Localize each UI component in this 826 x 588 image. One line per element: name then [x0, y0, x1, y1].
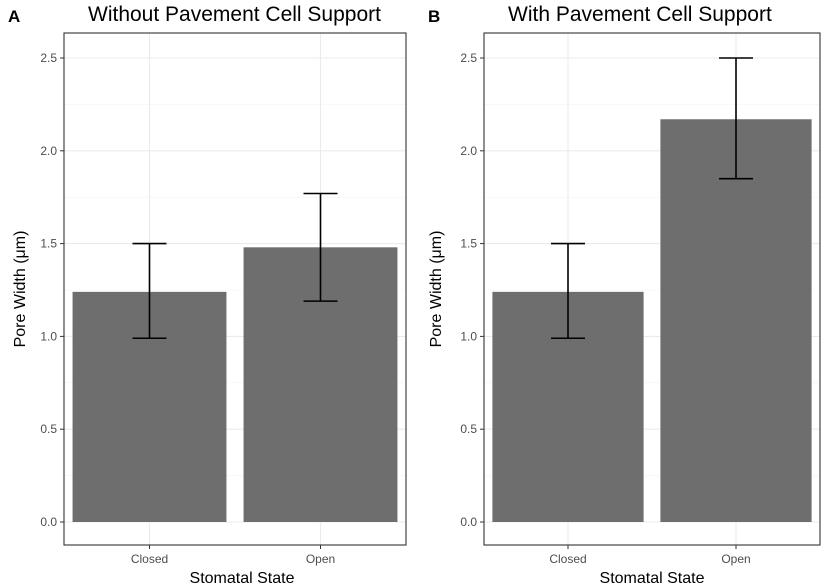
x-tick-label: Open [306, 552, 335, 566]
x-axis-title: Stomatal State [600, 570, 705, 587]
panel-title: Without Pavement Cell Support [88, 3, 381, 26]
panel-border [63, 32, 407, 546]
y-tick-label: 1.0 [460, 329, 477, 343]
x-tick-label: Closed [549, 552, 586, 566]
panel-letter: B [428, 7, 440, 26]
y-tick-label: 2.5 [460, 51, 477, 65]
bar-open [660, 119, 812, 523]
y-tick-label: 0.0 [460, 515, 477, 529]
plot-area: 0.0 0.5 1.0 1.5 2.0 2.5 Closed Open [460, 32, 821, 566]
y-tick-label: 2.0 [460, 144, 477, 158]
panel-b: B With Pavement Cell Support 0.0 0.5 1.0 1.… [428, 3, 821, 587]
y-tick-label: 0.5 [460, 422, 477, 436]
y-tick-label: 1.5 [460, 237, 477, 251]
x-axis-title: Stomatal State [190, 570, 295, 587]
y-axis-title: Pore Width (μm) [12, 231, 29, 348]
y-tick-label: 0.5 [40, 422, 57, 436]
y-tick-label: 2.5 [40, 51, 57, 65]
plot-area: 0.0 0.5 1.0 1.5 2.0 2.5 Closed Open [40, 32, 407, 566]
y-tick-label: 2.0 [40, 144, 57, 158]
y-tick-label: 1.0 [40, 329, 57, 343]
panel-border [483, 32, 821, 546]
panel-letter: A [8, 7, 20, 26]
panel-a: A Without Pavement Cell Support 0.0 0.5 1.… [8, 3, 407, 587]
panel-title: With Pavement Cell Support [508, 3, 772, 26]
y-axis-title: Pore Width (μm) [428, 231, 445, 348]
x-tick-label: Open [721, 552, 750, 566]
y-tick-label: 0.0 [40, 515, 57, 529]
y-tick-label: 1.5 [40, 237, 57, 251]
x-tick-label: Closed [131, 552, 168, 566]
